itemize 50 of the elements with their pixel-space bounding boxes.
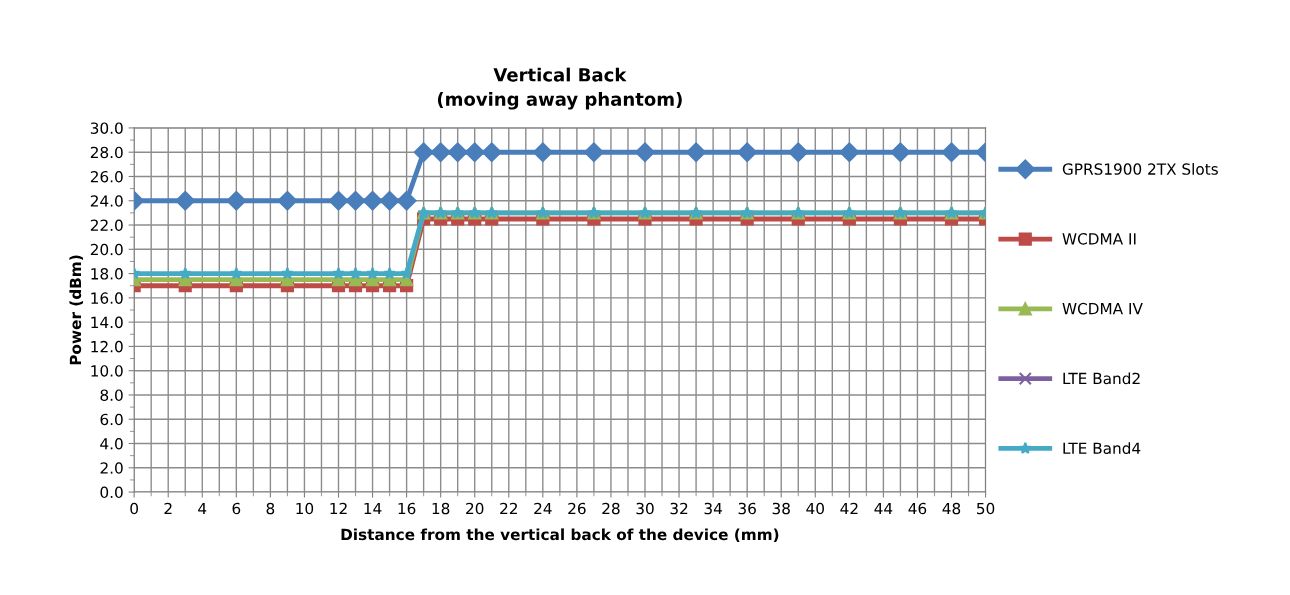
legend-label: WCDMA II	[1062, 233, 1136, 245]
x-tick-label: 8	[266, 502, 275, 515]
x-tick-label: 16	[398, 502, 416, 515]
y-tick-label: 14.0	[91, 316, 123, 329]
chart-title: Vertical Back (moving away phantom)	[437, 67, 682, 110]
x-tick-label: 22	[500, 502, 517, 515]
x-tick-label: 46	[908, 502, 927, 515]
y-tick-label: 0.0	[100, 486, 123, 499]
x-tick-label: 26	[568, 502, 586, 515]
x-tick-label: 10	[296, 502, 314, 515]
x-tick-label: 4	[198, 502, 207, 515]
x-tick-label: 32	[670, 502, 688, 515]
x-tick-label: 20	[466, 502, 484, 515]
x-tick-label: 28	[602, 502, 620, 515]
x-tick-label: 24	[534, 502, 552, 515]
x-tick-label: 30	[636, 502, 654, 515]
y-tick-label: 28.0	[90, 146, 123, 159]
x-tick-label: 0	[130, 502, 139, 515]
x-tick-label: 50	[977, 502, 995, 515]
y-tick-label: 2.0	[100, 462, 123, 474]
x-tick-label: 44	[874, 502, 893, 515]
y-tick-label: 12.0	[91, 340, 123, 353]
y-tick-label: 8.0	[100, 389, 123, 401]
y-axis-title: Power (dBm)	[69, 255, 84, 365]
y-tick-label: 6.0	[100, 413, 123, 426]
x-tick-label: 6	[232, 502, 241, 515]
y-tick-label: 16.0	[91, 292, 123, 304]
x-tick-label: 36	[738, 502, 756, 515]
x-tick-label: 38	[772, 502, 790, 515]
y-tick-label: 26.0	[90, 170, 123, 183]
x-tick-label: 34	[704, 502, 722, 515]
x-tick-label: 12	[330, 502, 347, 515]
y-tick-label: 24.0	[90, 195, 123, 207]
y-tick-label: 10.0	[91, 365, 123, 377]
x-tick-label: 42	[840, 502, 858, 515]
legend-label: GPRS1900 2TX Slots	[1062, 163, 1218, 175]
y-tick-label: 30.0	[90, 122, 123, 134]
x-tick-label: 18	[432, 502, 450, 515]
legend-label: LTE Band2	[1063, 372, 1140, 385]
x-tick-label: 2	[164, 502, 172, 515]
legend-label: WCDMA IV	[1062, 302, 1143, 315]
y-tick-label: 22.0	[90, 219, 123, 232]
x-tick-label: 40	[806, 502, 824, 515]
x-axis-title: Distance from the vertical back of the device (mm)	[341, 528, 779, 542]
x-tick-label: 48	[942, 502, 961, 515]
x-tick-label: 14	[364, 502, 382, 515]
legend-label: LTE Band4	[1063, 442, 1141, 454]
y-tick-label: 4.0	[100, 437, 123, 450]
y-tick-label: 20.0	[90, 243, 123, 256]
y-tick-label: 18.0	[91, 268, 123, 280]
